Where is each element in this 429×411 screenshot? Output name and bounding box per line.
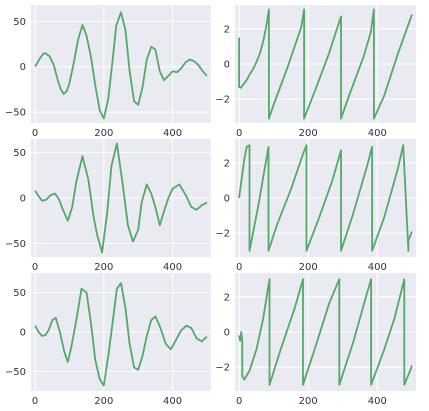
x-tick-label: 400: [163, 396, 182, 407]
y-tick-label: 0: [20, 328, 26, 339]
y-tick-label: 50: [13, 148, 26, 159]
y-tick-label: 0: [20, 62, 26, 73]
y-tick-label: −50: [5, 108, 26, 119]
y-tick-label: 0: [224, 60, 230, 71]
x-tick-label: 0: [236, 396, 242, 407]
x-tick-label: 200: [299, 262, 318, 273]
y-tick-label: 50: [13, 288, 26, 299]
x-tick-label: 400: [368, 262, 387, 273]
y-tick-label: 0: [20, 194, 26, 205]
series-line: [34, 282, 208, 387]
x-tick-label: 400: [368, 128, 387, 139]
x-tick-label: 0: [32, 262, 38, 273]
y-tick-label: 0: [224, 194, 230, 205]
series-line: [238, 144, 413, 252]
x-tick-label: 200: [94, 396, 113, 407]
y-tick-label: −2: [215, 363, 230, 374]
subplot-2: 0 200 400 −2 0 2: [215, 5, 416, 139]
y-tick-label: 2: [224, 292, 230, 303]
series-line: [34, 142, 208, 254]
x-tick-label: 400: [163, 128, 182, 139]
subplot-4: 0 200 400 −2 0 2: [215, 139, 416, 273]
y-tick-label: −50: [5, 239, 26, 250]
series-line: [238, 278, 413, 386]
x-tick-label: 400: [368, 396, 387, 407]
y-tick-label: 0: [224, 328, 230, 339]
subplot-1: 0 200 400 −50 0 50: [5, 5, 211, 139]
series-line: [238, 8, 413, 120]
y-tick-label: −50: [5, 367, 26, 378]
subplot-6: 0 200 400 −2 0 2: [215, 273, 416, 407]
x-tick-label: 200: [299, 396, 318, 407]
y-tick-label: 2: [224, 24, 230, 35]
x-tick-label: 400: [163, 262, 182, 273]
x-tick-label: 200: [94, 128, 113, 139]
subplot-5: 0 200 400 −50 0 50: [5, 273, 211, 407]
series-line: [34, 11, 208, 120]
x-tick-label: 200: [299, 128, 318, 139]
x-tick-label: 0: [236, 128, 242, 139]
x-tick-label: 0: [32, 396, 38, 407]
x-tick-label: 0: [32, 128, 38, 139]
x-tick-label: 200: [94, 262, 113, 273]
y-tick-label: 2: [224, 158, 230, 169]
x-tick-label: 0: [236, 262, 242, 273]
y-tick-label: 50: [13, 17, 26, 28]
plot-area: [31, 5, 211, 123]
y-tick-label: −2: [215, 95, 230, 106]
subplot-3: 0 200 400 −50 0 50: [5, 139, 211, 273]
y-tick-label: −2: [215, 229, 230, 240]
